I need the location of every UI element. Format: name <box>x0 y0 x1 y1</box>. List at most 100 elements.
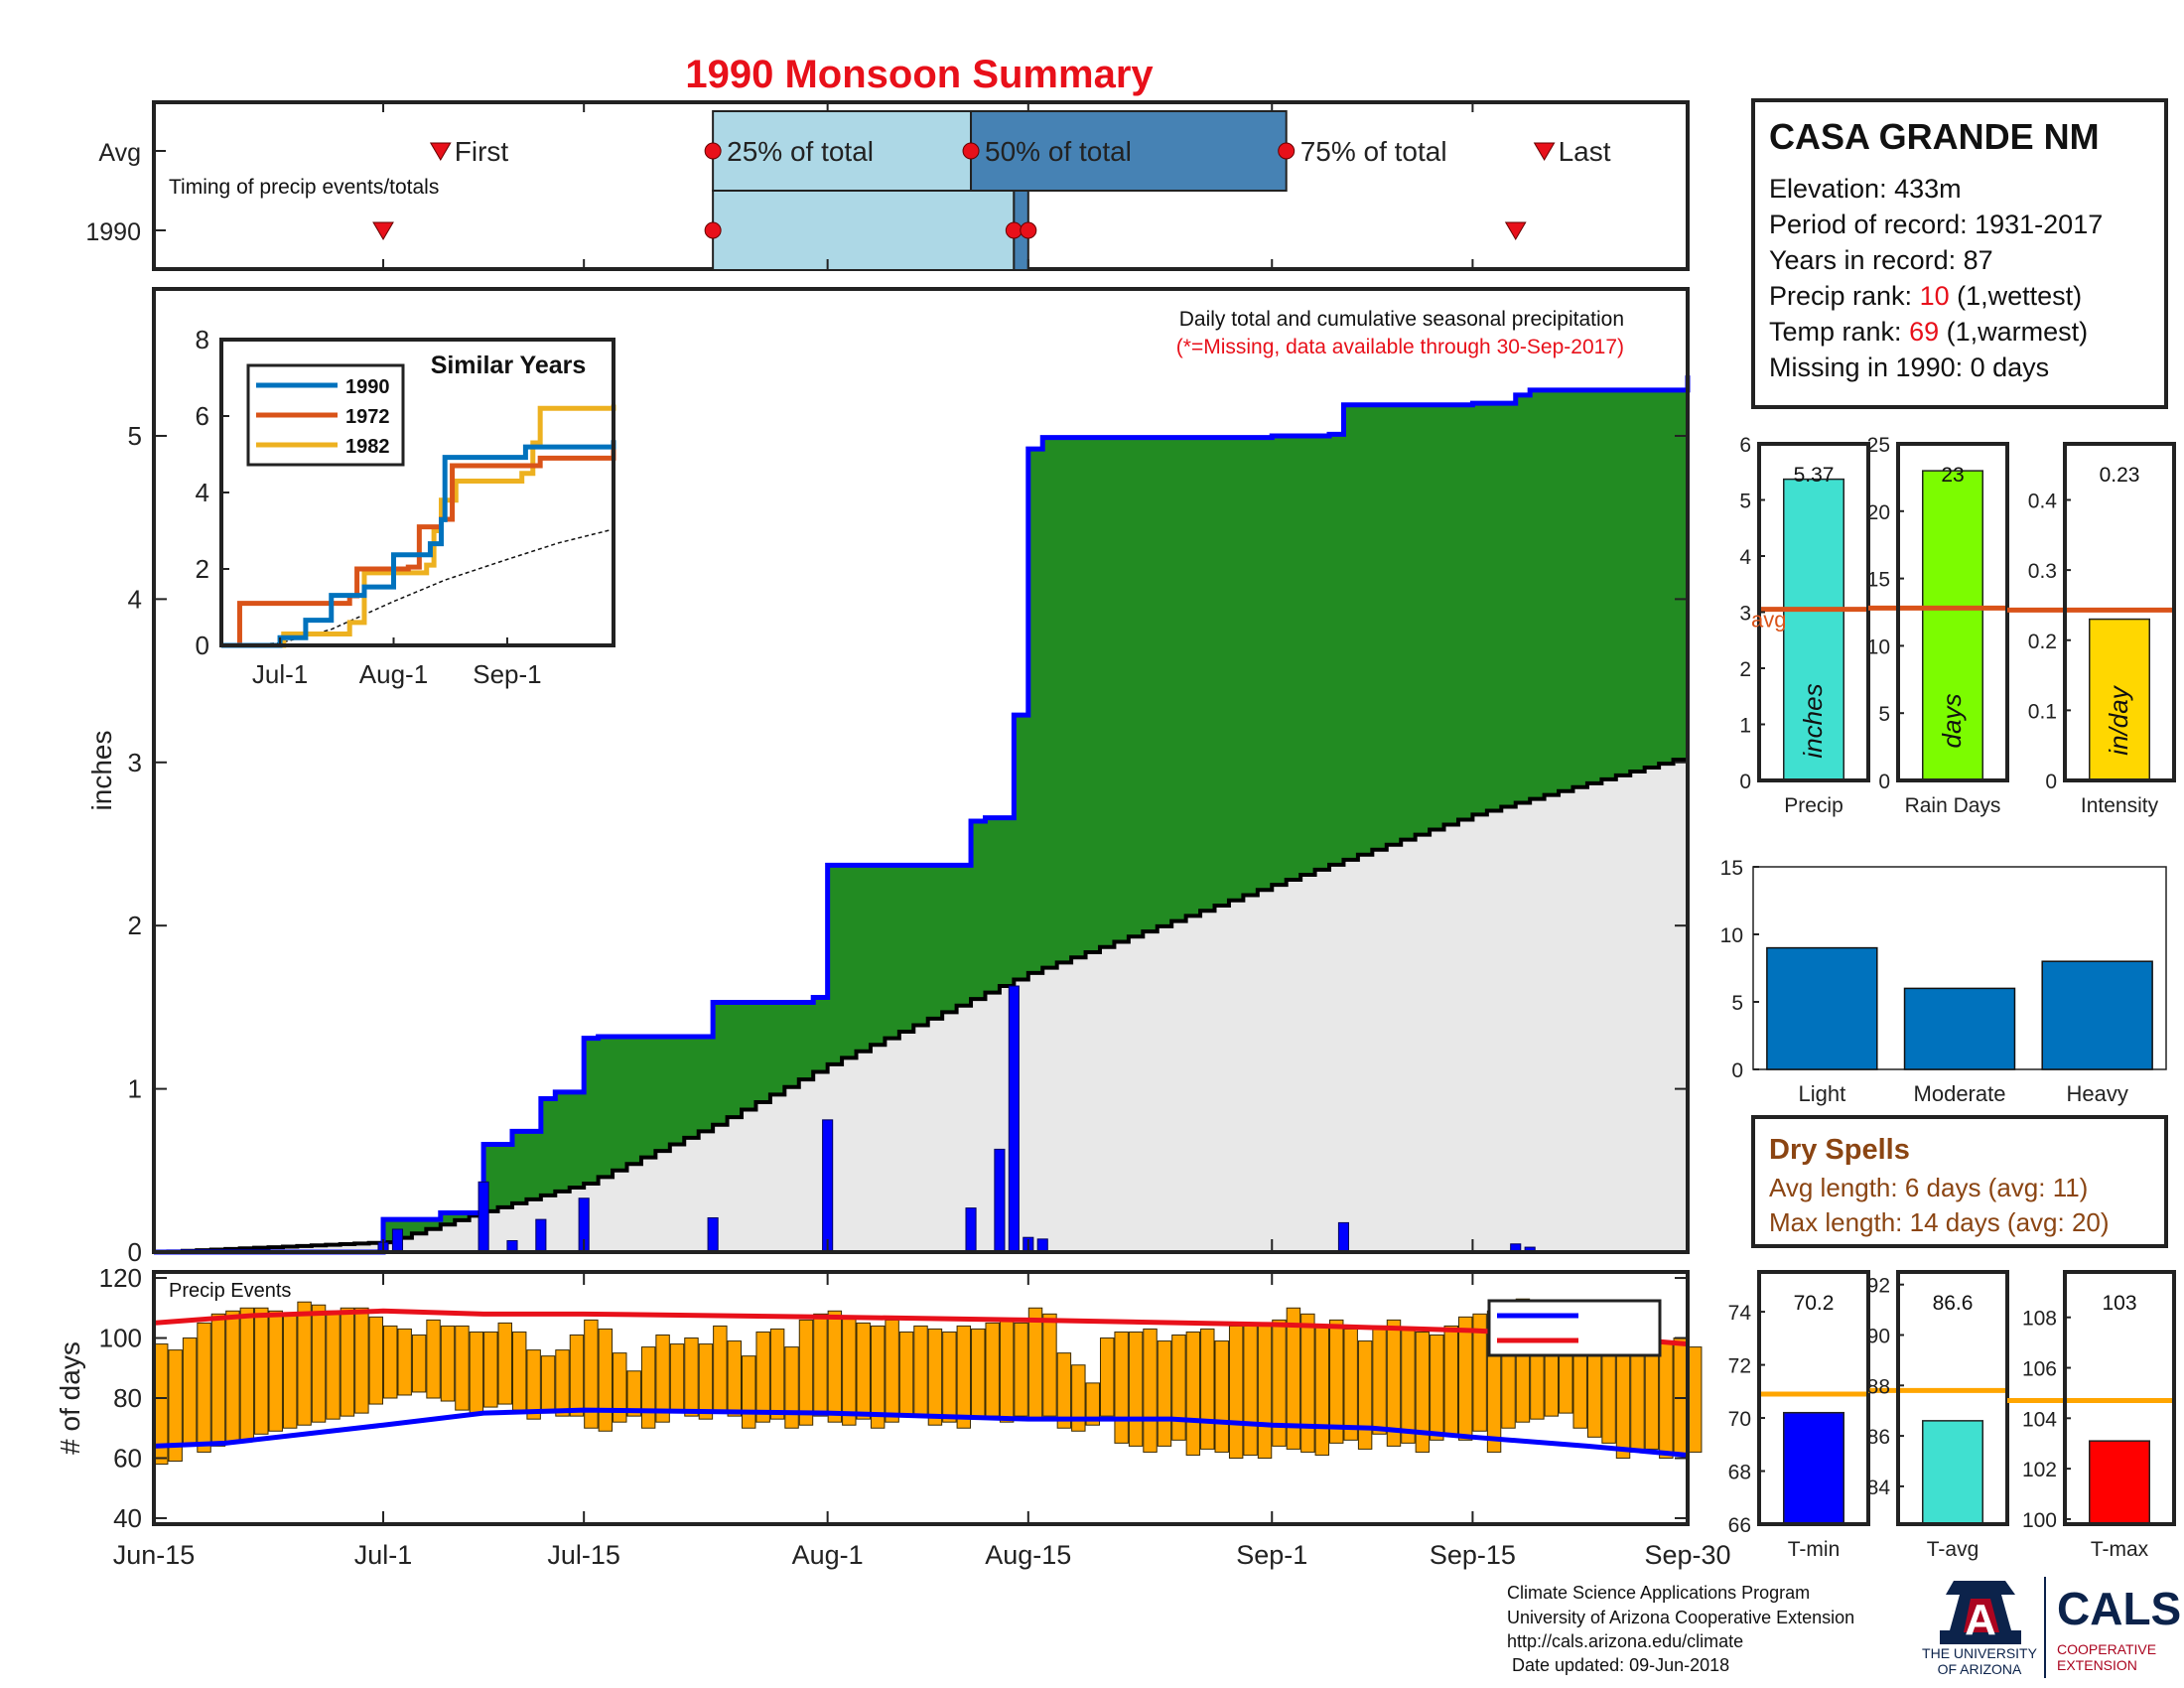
daily-temp-bar <box>469 1331 484 1414</box>
gauge-raindays-bar <box>1922 470 1983 781</box>
daily-temp-bar <box>584 1319 599 1429</box>
gauge-tmax-bar <box>2089 1440 2150 1525</box>
daily-temp-bar <box>1372 1325 1387 1435</box>
gauge-tmax-value-label: 103 <box>2102 1292 2136 1315</box>
date-axis-tick-label: Sep-30 <box>1644 1540 1730 1570</box>
daily-temp-bar <box>1027 1307 1043 1420</box>
gauge-intensity-frame <box>2063 442 2176 782</box>
timing-label-last: Last <box>1559 136 1611 167</box>
date-axis-tick-label: Aug-1 <box>792 1540 864 1570</box>
main-ytick-label: 2 <box>128 911 142 940</box>
daily-temp-bar <box>985 1322 1000 1417</box>
similar-years-marks <box>220 404 616 648</box>
similar-years-ytick-label: 8 <box>196 325 209 354</box>
timing-panel: First 25% of total 50% of total 75% of tota… <box>85 100 1690 271</box>
gauge-precip-ytick-label: 5 <box>1739 491 1751 513</box>
daily-temp-bar <box>526 1349 541 1420</box>
gauge-precip-ytick-label: 2 <box>1739 658 1751 681</box>
cals-sub-line-2: EXTENSION <box>2057 1657 2137 1673</box>
tmin-gauge: 66 68 70 72 74 70.2 T-min <box>1728 1270 1870 1561</box>
daily-temp-bar <box>1099 1337 1115 1417</box>
daily-temp-bar <box>254 1307 269 1435</box>
footer-credits: Climate Science Applications Program Uni… <box>1507 1583 1854 1675</box>
daily-temp-bar <box>1415 1331 1431 1453</box>
daily-temp-bar <box>842 1316 857 1426</box>
gauge-tmax-ytick-label: 102 <box>2022 1459 2057 1481</box>
daily-temp-bar <box>1615 1340 1631 1459</box>
similar-years-xtick-label: Jul-1 <box>252 659 308 689</box>
daily-temp-bar <box>497 1322 512 1405</box>
cumulative-1990-line <box>154 375 1691 1255</box>
temps-ylabel: # of days <box>55 1341 85 1455</box>
gauge-tmax-ytick-label: 104 <box>2022 1408 2057 1431</box>
station-temp-rank: Temp rank: 69 (1,warmest) <box>1769 317 2088 347</box>
daily-temp-bar <box>626 1370 641 1417</box>
gauge-raindays-value-label: 23 <box>1941 464 1964 487</box>
gauge-raindays-ytick-label: 10 <box>1867 635 1890 658</box>
date-axis-tick-label: Jul-1 <box>354 1540 413 1570</box>
precip-events-category-label: Moderate <box>1914 1081 2006 1106</box>
date-axis: Jun-15 Jul-1 Jul-15 Aug-1 Aug-15 Sep-1 Sep-15 S… <box>113 1272 1731 1570</box>
gauge-tavg-bar <box>1922 1420 1983 1525</box>
gauge-tmax-ytick-label: 100 <box>2022 1509 2057 1532</box>
ua-name-line-1: THE UNIVERSITY <box>1922 1645 2038 1661</box>
gauge-precip-ytick-label: 4 <box>1739 546 1751 569</box>
main-ytick-label: 4 <box>128 584 142 614</box>
similar-years-ytick-label: 0 <box>196 631 209 660</box>
daily-temp-bar <box>870 1325 886 1429</box>
daily-temp-bar <box>1214 1340 1229 1453</box>
precip-events-bar-heavy <box>2041 960 2153 1070</box>
main-precip-title: Daily total and cumulative seasonal prec… <box>1179 308 1624 331</box>
daily-temp-bar <box>1056 1352 1072 1429</box>
timing-box-50-75 <box>970 110 1288 192</box>
precip-events-marks: Light Moderate Heavy 0 5 10 15 <box>1720 857 2167 1106</box>
daily-temp-bar <box>1343 1328 1358 1441</box>
gauge-tmax-category-label: T-max <box>2091 1538 2149 1561</box>
gauge-raindays-ytick-label: 20 <box>1867 501 1890 524</box>
gauge-raindays-category-label: Rain Days <box>1905 794 2001 817</box>
daily-temp-bar <box>540 1355 556 1414</box>
precip-events-category-label: Light <box>1798 1081 1845 1106</box>
daily-temp-bar <box>755 1331 770 1423</box>
gauge-tavg-ytick-label: 86 <box>1867 1426 1890 1449</box>
ua-logo-inner <box>1964 1599 1999 1632</box>
similar-years-ticks: 0 2 4 6 8 Jul-1 Aug-1 Sep-1 <box>196 325 542 689</box>
timing-marker-75 <box>1278 142 1296 160</box>
university-of-arizona-logo: A THE UNIVERSITY OF ARIZONA CALS COOPERA… <box>1922 1577 2181 1678</box>
avg-min-line <box>153 1407 1689 1458</box>
daily-temp-bar <box>1143 1328 1158 1453</box>
daily-precip-bar <box>391 1228 404 1253</box>
gauge-tavg-frame <box>1896 1270 2009 1526</box>
daily-temp-bar <box>1386 1319 1402 1447</box>
temps-y-ticks: 40 60 80 100 120 <box>99 1263 1688 1533</box>
daily-temp-bar <box>813 1313 828 1417</box>
daily-precip-bar <box>822 1119 834 1253</box>
station-elevation: Elevation: 433m <box>1769 174 1962 204</box>
temps-ytick-label: 120 <box>99 1263 142 1293</box>
daily-temp-bar <box>397 1328 412 1396</box>
daily-temp-bar <box>440 1325 456 1402</box>
similar-years-line-1972 <box>221 446 616 648</box>
gauge-tmax-frame <box>2063 1270 2176 1526</box>
main-ytick-label: 1 <box>128 1074 142 1104</box>
daily-temp-bar <box>1014 1322 1028 1417</box>
daily-temp-bar <box>1472 1313 1487 1432</box>
precip-events-ytick-label: 0 <box>1731 1059 1743 1082</box>
similar-years-xtick-label: Aug-1 <box>359 659 428 689</box>
daily-temp-bar <box>1200 1328 1215 1450</box>
daily-temp-bar <box>1314 1325 1330 1456</box>
dry-spells-frame <box>1751 1115 2168 1248</box>
temps-legend <box>1487 1299 1662 1357</box>
daily-temp-bar <box>1128 1331 1144 1447</box>
daily-temp-bar <box>898 1331 914 1417</box>
timing-label-first: First <box>455 136 509 167</box>
daily-temp-bar <box>239 1307 255 1441</box>
tmax-gauge: 100 102 104 106 108 103 T-max <box>2007 1270 2176 1561</box>
gauge-precip-value-label: 5.37 <box>1794 464 1835 487</box>
main-precip-ylabel: inches <box>86 731 117 811</box>
gauge-tavg-category-label: T-avg <box>1927 1538 1979 1561</box>
main-ytick-label: 0 <box>128 1237 142 1267</box>
station-precip-rank: Precip rank: 10 (1,wettest) <box>1769 281 2082 311</box>
daily-temp-bar <box>197 1322 211 1453</box>
gauge-raindays-unit-label: days <box>1937 694 1967 749</box>
